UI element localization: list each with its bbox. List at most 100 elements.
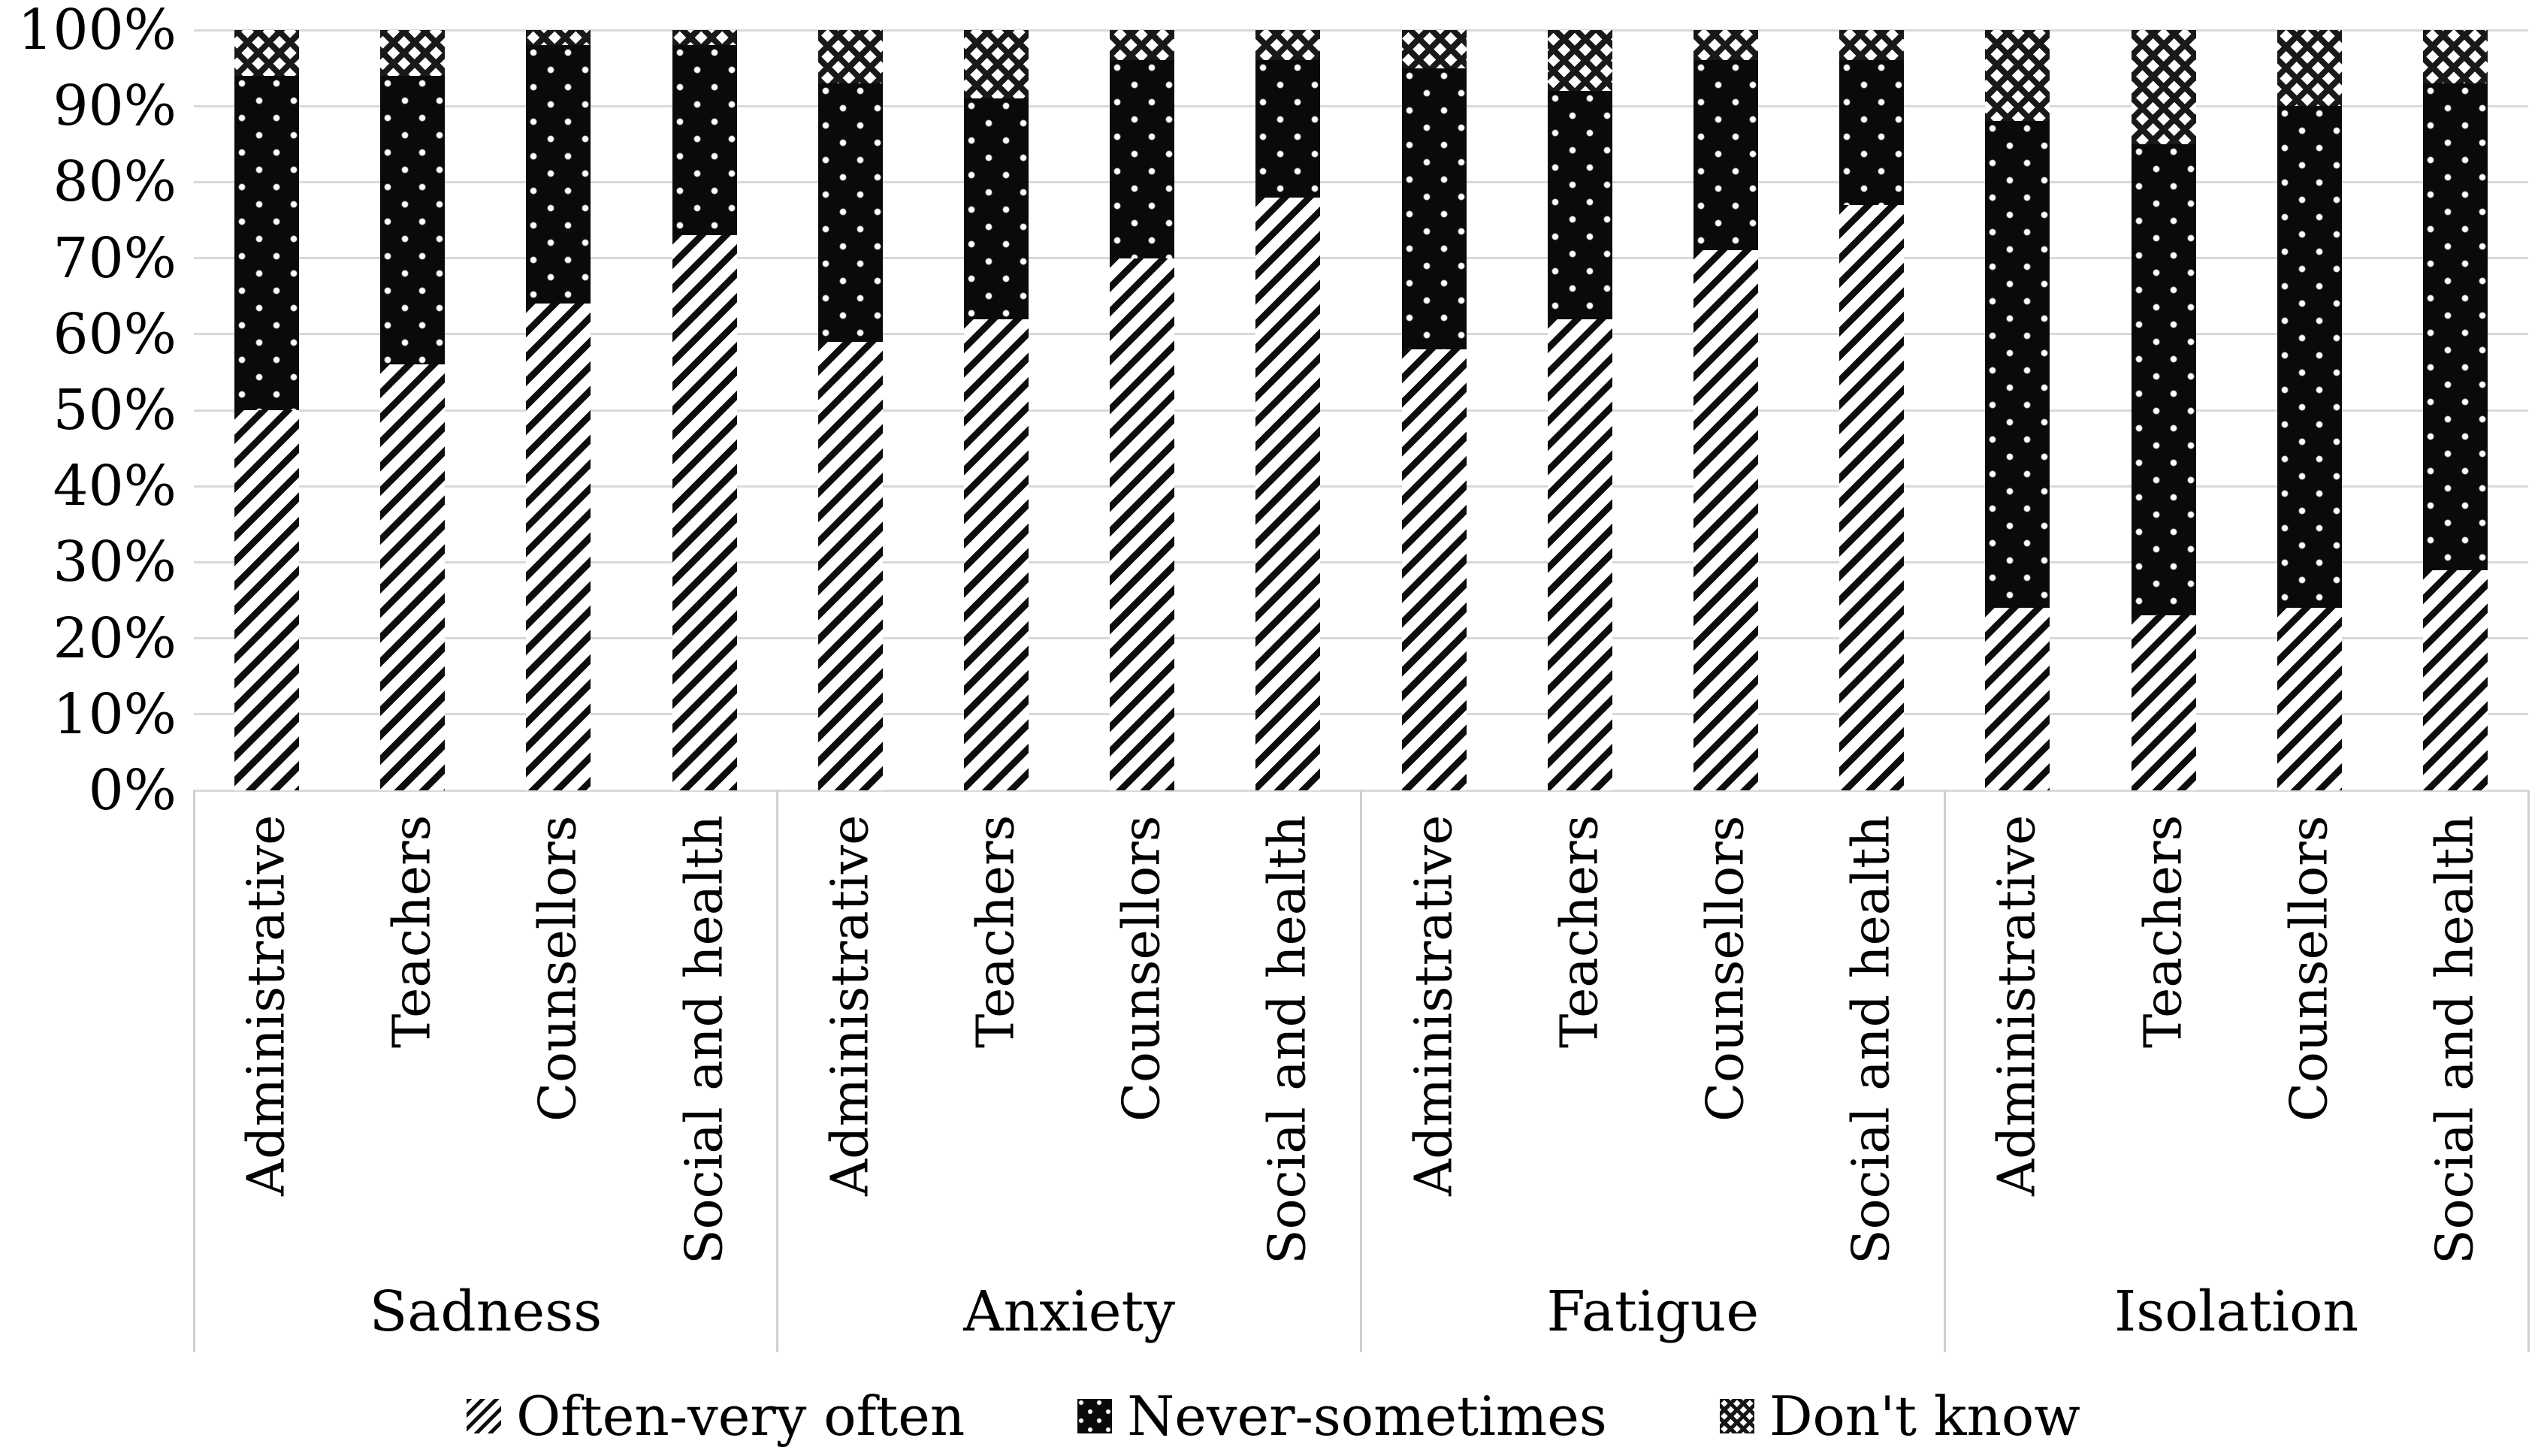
category-label-sadness-teachers: Teachers [382,815,443,1049]
gridline-80 [194,180,2528,183]
bar-segment-never-sometimes-fatigue-counsellors [1693,60,1758,251]
category-label-fatigue-administrative: Administrative [1404,815,1464,1197]
gridline-30 [194,560,2528,563]
bar-segment-never-sometimes-isolation-administrative [1985,121,2050,609]
bar-segment-never-sometimes-isolation-counsellors [2277,106,2342,609]
bar-segment-often-very-often-fatigue-counsellors [1693,250,1758,790]
bar-segment-don-t-know-fatigue-social-and-health [1839,30,1905,61]
bar-segment-don-t-know-fatigue-counsellors [1693,30,1758,61]
group-label-fatigue: Fatigue [1546,1279,1760,1344]
category-label-isolation-teachers: Teachers [2134,815,2194,1049]
bar-segment-never-sometimes-sadness-social-and-health [672,45,737,236]
category-label-fatigue-counsellors: Counsellors [1696,815,1756,1122]
bar-segment-don-t-know-isolation-social-and-health [2422,30,2488,83]
category-label-fatigue-social-and-health: Social and health [1842,815,1902,1265]
legend-item-dont-know: Don't know [1719,1384,2080,1448]
bar-segment-don-t-know-isolation-counsellors [2277,30,2342,107]
bar-segment-never-sometimes-sadness-administrative [234,75,300,410]
bar-segment-never-sometimes-anxiety-counsellors [1110,60,1175,258]
legend-label-often-very-often: Often-very often [516,1385,965,1448]
bar-segment-never-sometimes-sadness-teachers [380,75,446,365]
category-label-sadness-counsellors: Counsellors [528,815,588,1122]
y-axis-tick-label-30: 30% [53,530,177,595]
bar-segment-never-sometimes-isolation-teachers [2131,143,2196,616]
bar-segment-often-very-often-isolation-administrative [1985,608,2050,790]
y-axis-tick-label-90: 90% [53,74,177,139]
bar-segment-don-t-know-sadness-counsellors [526,30,591,46]
bar-segment-don-t-know-sadness-teachers [380,30,446,76]
category-label-fatigue-teachers: Teachers [1550,815,1610,1049]
y-axis-tick-label-100: 100% [17,0,177,62]
bar-segment-never-sometimes-fatigue-social-and-health [1839,60,1905,205]
gridline-20 [194,637,2528,640]
bar-segment-don-t-know-anxiety-teachers [964,30,1029,99]
gridline-10 [194,713,2528,716]
category-label-anxiety-teachers: Teachers [966,815,1026,1049]
gridline-90 [194,104,2528,107]
group-separator-4 [2527,790,2530,1352]
bar-segment-often-very-often-fatigue-social-and-health [1839,204,1905,790]
category-label-isolation-social-and-health: Social and health [2425,815,2485,1265]
bar-segment-often-very-often-sadness-teachers [380,364,446,790]
category-label-anxiety-counsellors: Counsellors [1112,815,1172,1122]
group-label-sadness: Sadness [369,1279,603,1344]
bar-segment-don-t-know-isolation-administrative [1985,30,2050,122]
category-label-sadness-social-and-health: Social and health [675,815,735,1265]
legend-label-never-sometimes: Never-sometimes [1127,1385,1607,1448]
bar-segment-don-t-know-anxiety-social-and-health [1255,30,1321,61]
category-label-anxiety-social-and-health: Social and health [1258,815,1318,1265]
bar-segment-often-very-often-anxiety-social-and-health [1255,197,1321,790]
y-axis-tick-label-60: 60% [53,301,177,367]
bar-segment-never-sometimes-anxiety-administrative [817,83,883,342]
bar-segment-often-very-often-sadness-social-and-health [672,235,737,790]
gridline-70 [194,257,2528,260]
legend: Often-very often Never-sometimes Don't k… [0,1384,2547,1448]
bar-segment-don-t-know-sadness-social-and-health [672,30,737,46]
y-axis-tick-label-20: 20% [53,606,177,671]
group-separator-0 [192,790,195,1352]
y-axis-tick-label-0: 0% [88,758,177,823]
gridline-40 [194,485,2528,488]
bar-segment-often-very-often-isolation-teachers [2131,615,2196,790]
group-label-anxiety: Anxiety [963,1279,1176,1344]
bar-segment-don-t-know-sadness-administrative [234,30,300,76]
y-axis-tick-label-70: 70% [53,225,177,291]
bar-segment-never-sometimes-anxiety-teachers [964,98,1029,319]
bar-segment-often-very-often-fatigue-administrative [1401,349,1467,790]
category-label-anxiety-administrative: Administrative [820,815,881,1197]
category-label-isolation-counsellors: Counsellors [2280,815,2340,1122]
bar-segment-don-t-know-anxiety-counsellors [1110,30,1175,61]
y-axis-tick-label-40: 40% [53,454,177,519]
bar-segment-don-t-know-anxiety-administrative [817,30,883,83]
bar-segment-often-very-often-anxiety-administrative [817,341,883,790]
y-axis-tick-label-80: 80% [53,150,177,215]
legend-item-never-sometimes: Never-sometimes [1077,1384,1607,1448]
y-axis-tick-label-10: 10% [53,681,177,747]
gridline-100 [194,29,2528,32]
bar-segment-often-very-often-isolation-counsellors [2277,608,2342,790]
bar-segment-often-very-often-anxiety-teachers [964,319,1029,790]
bar-segment-don-t-know-isolation-teachers [2131,30,2196,144]
group-separator-1 [776,790,779,1352]
bar-segment-never-sometimes-fatigue-administrative [1401,68,1467,350]
bar-segment-never-sometimes-anxiety-social-and-health [1255,60,1321,198]
category-label-sadness-administrative: Administrative [237,815,297,1197]
bar-segment-often-very-often-isolation-social-and-health [2422,569,2488,790]
bar-segment-don-t-know-fatigue-administrative [1401,30,1467,68]
legend-item-often-very-often: Often-very often [467,1384,965,1448]
bar-segment-never-sometimes-fatigue-teachers [1547,90,1612,319]
legend-swatch-often-very-often-icon [467,1399,502,1433]
legend-label-dont-know: Don't know [1769,1385,2080,1448]
bar-segment-often-very-often-fatigue-teachers [1547,319,1612,790]
bar-segment-often-very-often-sadness-administrative [234,410,300,790]
bar-segment-often-very-often-sadness-counsellors [526,304,591,790]
bar-segment-never-sometimes-sadness-counsellors [526,45,591,304]
bar-segment-don-t-know-fatigue-teachers [1547,30,1612,91]
legend-swatch-dont-know-icon [1719,1399,1754,1433]
gridline-60 [194,333,2528,336]
bar-segment-never-sometimes-isolation-social-and-health [2422,83,2488,570]
group-separator-3 [1943,790,1946,1352]
group-separator-2 [1360,790,1362,1352]
y-axis-tick-label-50: 50% [53,378,177,443]
